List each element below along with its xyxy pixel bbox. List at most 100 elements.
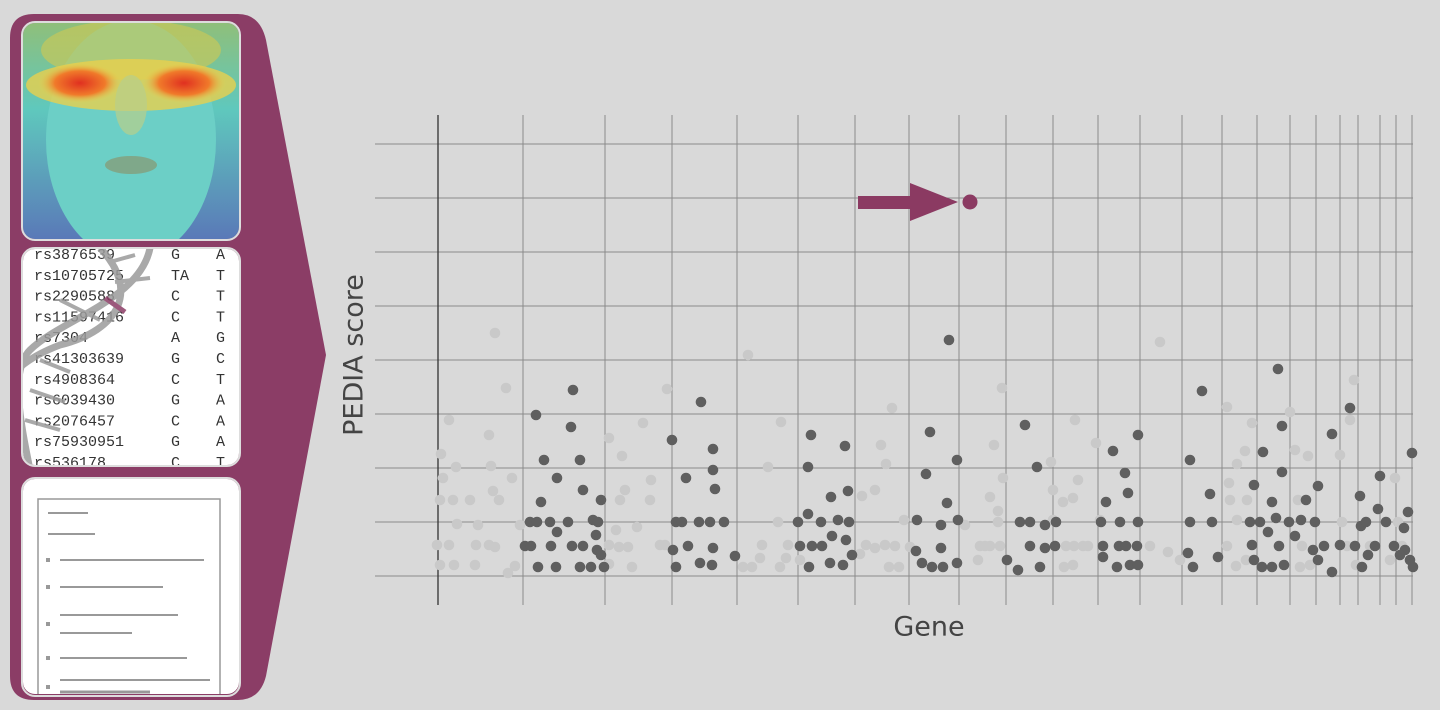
point [1241, 494, 1253, 506]
point [506, 472, 518, 484]
point [754, 552, 766, 564]
point [1289, 530, 1301, 542]
point [566, 540, 578, 552]
point [832, 514, 844, 526]
point [437, 472, 449, 484]
variant-cell: T [216, 309, 225, 326]
point [718, 516, 730, 528]
point [1224, 494, 1236, 506]
point [1097, 551, 1109, 563]
point [1296, 540, 1308, 552]
point [1356, 561, 1368, 573]
point [434, 559, 446, 571]
point [551, 472, 563, 484]
point [941, 497, 953, 509]
point [614, 494, 626, 506]
point [562, 516, 574, 528]
point [1014, 516, 1026, 528]
point [709, 483, 721, 495]
point [979, 540, 991, 552]
point [706, 559, 718, 571]
point [1231, 514, 1243, 526]
point [704, 516, 716, 528]
point [1154, 336, 1166, 348]
point [1334, 449, 1346, 461]
point [1049, 540, 1061, 552]
point [1292, 494, 1304, 506]
point [1326, 428, 1338, 440]
point [1114, 516, 1126, 528]
point [1266, 561, 1278, 573]
point [1248, 479, 1260, 491]
point [772, 516, 784, 528]
point [431, 539, 443, 551]
point [666, 434, 678, 446]
point [972, 554, 984, 566]
point [694, 557, 706, 569]
point [1406, 447, 1418, 459]
point [1348, 374, 1360, 386]
point [1184, 516, 1196, 528]
point [1072, 474, 1084, 486]
point [598, 561, 610, 573]
point [1184, 454, 1196, 466]
point [824, 557, 836, 569]
point [1221, 540, 1233, 552]
point [1019, 419, 1031, 431]
point [500, 382, 512, 394]
point [1057, 496, 1069, 508]
point [952, 514, 964, 526]
point [1024, 516, 1036, 528]
point [531, 516, 543, 528]
point [792, 516, 804, 528]
variant-cell: C [171, 372, 180, 389]
point [1069, 414, 1081, 426]
point [1124, 559, 1136, 571]
point [670, 561, 682, 573]
variant-cell: T [216, 268, 225, 285]
point [1082, 540, 1094, 552]
point [1050, 516, 1062, 528]
point [637, 417, 649, 429]
point [1276, 420, 1288, 432]
point [1212, 551, 1224, 563]
point [1302, 450, 1314, 462]
variant-cell: rs3876539 [34, 247, 115, 264]
point [502, 567, 514, 579]
variant-cell: G [171, 393, 180, 410]
point [514, 519, 526, 531]
point [707, 443, 719, 455]
point [794, 554, 806, 566]
point [1231, 458, 1243, 470]
point [805, 429, 817, 441]
point [574, 454, 586, 466]
point [1334, 539, 1346, 551]
point [875, 439, 887, 451]
point [707, 464, 719, 476]
point [1266, 496, 1278, 508]
point [910, 545, 922, 557]
x-axis-label: Gene [893, 612, 964, 643]
point [538, 454, 550, 466]
point [544, 516, 556, 528]
variant-cell: T [216, 372, 225, 389]
point [1270, 512, 1282, 524]
point [860, 539, 872, 551]
point [782, 539, 794, 551]
point [802, 508, 814, 520]
point [1047, 484, 1059, 496]
point [854, 548, 866, 560]
point [911, 514, 923, 526]
plot [375, 115, 1419, 605]
variant-cell: T [216, 455, 225, 472]
point [489, 541, 501, 553]
point [898, 514, 910, 526]
point [825, 491, 837, 503]
point [880, 458, 892, 470]
point [1307, 544, 1319, 556]
point [1187, 561, 1199, 573]
point [1246, 417, 1258, 429]
face-heatmap [23, 23, 239, 239]
point [803, 561, 815, 573]
point [943, 334, 955, 346]
